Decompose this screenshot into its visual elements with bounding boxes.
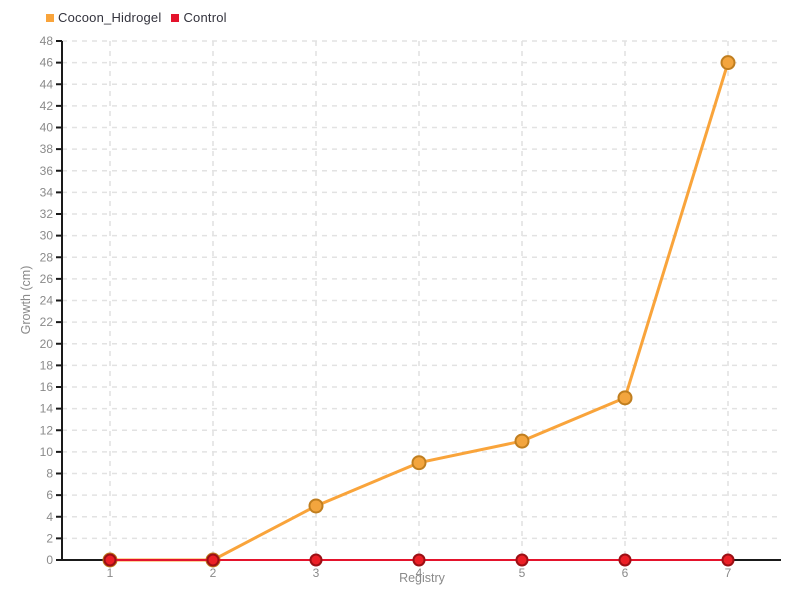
- legend-swatch-cocoon-hidrogel: [46, 14, 54, 22]
- y-tick-label: 2: [46, 531, 53, 545]
- y-tick-label: 14: [40, 402, 54, 416]
- y-tick-label: 10: [40, 445, 54, 459]
- x-tick-label: 1: [107, 566, 114, 580]
- y-tick-label: 24: [40, 294, 54, 308]
- legend-entry-cocoon-hidrogel: Cocoon_Hidrogel: [46, 10, 161, 25]
- y-tick-label: 20: [40, 337, 54, 351]
- y-tick-label: 38: [40, 142, 54, 156]
- y-tick-label: 12: [40, 423, 54, 437]
- y-tick-label: 26: [40, 272, 54, 286]
- y-axis-title: Growth (cm): [19, 266, 33, 335]
- y-tick-label: 44: [40, 77, 54, 91]
- x-tick-label: 2: [210, 566, 217, 580]
- x-tick-label: 6: [622, 566, 629, 580]
- y-tick-label: 8: [46, 467, 53, 481]
- data-point: [720, 55, 736, 71]
- y-tick-label: 18: [40, 358, 54, 372]
- x-tick-label: 7: [725, 566, 732, 580]
- y-tick-label: 30: [40, 229, 54, 243]
- x-tick-label: 4: [416, 566, 423, 580]
- data-point: [103, 553, 117, 567]
- y-tick-label: 46: [40, 56, 54, 70]
- y-tick-label: 6: [46, 488, 53, 502]
- axes: 0246810121416182022242628303234363840424…: [40, 34, 781, 580]
- y-tick-label: 22: [40, 315, 54, 329]
- y-tick-label: 36: [40, 164, 54, 178]
- y-tick-label: 32: [40, 207, 54, 221]
- y-tick-label: 4: [46, 510, 53, 524]
- data-point: [617, 390, 633, 406]
- data-point: [618, 553, 632, 567]
- y-tick-label: 48: [40, 34, 54, 48]
- x-axis-title: Registry: [399, 571, 446, 585]
- x-tick-label: 3: [313, 566, 320, 580]
- data-point: [411, 455, 427, 471]
- y-tick-label: 40: [40, 121, 54, 135]
- y-tick-label: 34: [40, 185, 54, 199]
- data-point: [308, 498, 324, 514]
- legend-swatch-control: [171, 14, 180, 22]
- legend-label-cocoon-hidrogel: Cocoon_Hidrogel: [58, 10, 162, 25]
- y-tick-label: 16: [40, 380, 54, 394]
- series-plot: [102, 55, 736, 568]
- legend: Cocoon_Hidrogel Control: [46, 10, 227, 25]
- y-tick-label: 0: [46, 553, 53, 567]
- legend-entry-control: Control: [171, 10, 227, 25]
- data-point: [412, 553, 426, 567]
- data-point: [309, 553, 323, 567]
- y-tick-label: 28: [40, 250, 54, 264]
- gridlines: [62, 40, 781, 560]
- data-point: [514, 433, 530, 449]
- data-point: [721, 553, 735, 567]
- data-point: [515, 553, 529, 567]
- x-tick-label: 5: [519, 566, 526, 580]
- y-tick-label: 42: [40, 99, 54, 113]
- legend-label-control: Control: [183, 10, 227, 25]
- data-point: [206, 553, 220, 567]
